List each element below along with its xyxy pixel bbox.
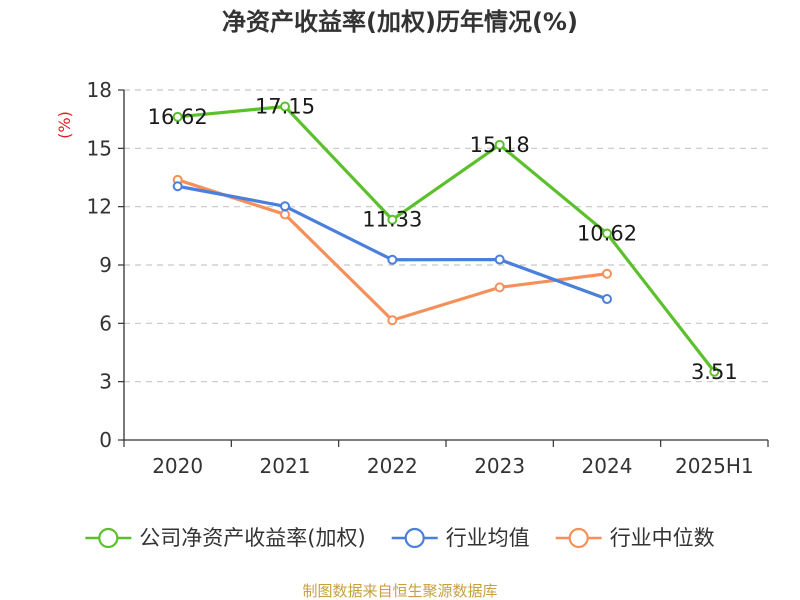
x-tick-label: 2021: [260, 454, 311, 478]
data-label: 15.18: [470, 133, 530, 157]
y-tick-label: 18: [87, 78, 112, 102]
x-tick-label: 2020: [152, 454, 203, 478]
series-group: [172, 101, 720, 377]
y-tick-label: 3: [99, 370, 112, 394]
data-point[interactable]: [709, 366, 720, 377]
data-point[interactable]: [172, 181, 183, 192]
data-point[interactable]: [602, 228, 612, 239]
x-tick-label: 2024: [582, 454, 633, 478]
legend-item-0[interactable]: 公司净资产收益率(加权): [85, 526, 366, 550]
data-point[interactable]: [280, 209, 290, 220]
series-1: [172, 181, 612, 305]
x-tick-label: 2025H1: [675, 454, 754, 478]
data-label: 10.62: [577, 222, 637, 246]
y-tick-label: 6: [99, 311, 112, 335]
legend-marker-icon: [568, 527, 589, 549]
data-point[interactable]: [387, 254, 398, 265]
chart-title: 净资产收益率(加权)历年情况(%): [222, 8, 578, 36]
series-line: [176, 178, 609, 322]
y-tick-label: 0: [99, 428, 112, 452]
legend-marker-icon: [404, 527, 425, 549]
legend-label: 公司净资产收益率(加权): [139, 526, 365, 550]
series-0: [172, 101, 720, 377]
data-point[interactable]: [387, 214, 398, 225]
x-tick-label: 2022: [367, 454, 418, 478]
data-point[interactable]: [602, 294, 612, 305]
source-note: 制图数据来自恒生聚源数据库: [302, 582, 497, 600]
data-point[interactable]: [494, 282, 505, 293]
data-labels: 16.62 17.15 11.33 15.18 10.62 3.51: [148, 95, 738, 384]
data-point[interactable]: [387, 315, 398, 326]
data-point[interactable]: [494, 139, 505, 150]
y-tick-label: 12: [87, 195, 112, 219]
y-axis-label: (%): [55, 111, 74, 139]
data-label: 17.15: [255, 95, 315, 119]
data-point[interactable]: [280, 101, 290, 112]
x-tick-label: 2023: [474, 454, 525, 478]
legend-label: 行业均值: [446, 526, 530, 550]
data-label: 3.51: [691, 360, 738, 384]
legend-label: 行业中位数: [610, 526, 715, 550]
data-point[interactable]: [602, 268, 612, 279]
legend[interactable]: 公司净资产收益率(加权) 行业均值 行业中位数: [85, 526, 715, 550]
y-tick-label: 15: [87, 136, 112, 160]
legend-marker-icon: [98, 527, 119, 549]
legend-item-2[interactable]: 行业中位数: [555, 526, 715, 550]
y-tick-label: 9: [99, 253, 112, 277]
series-line: [176, 104, 716, 374]
data-point[interactable]: [172, 111, 183, 122]
data-point[interactable]: [494, 254, 505, 265]
data-point[interactable]: [280, 201, 290, 212]
data-label: 16.62: [148, 105, 208, 129]
axes: 0 3 6 9 12 15 18 2020 2021 2022 2023 2024 2025H1: [87, 78, 769, 478]
data-label: 11.33: [362, 208, 422, 232]
legend-item-1[interactable]: 行业均值: [391, 526, 530, 550]
gridlines: [124, 89, 768, 383]
